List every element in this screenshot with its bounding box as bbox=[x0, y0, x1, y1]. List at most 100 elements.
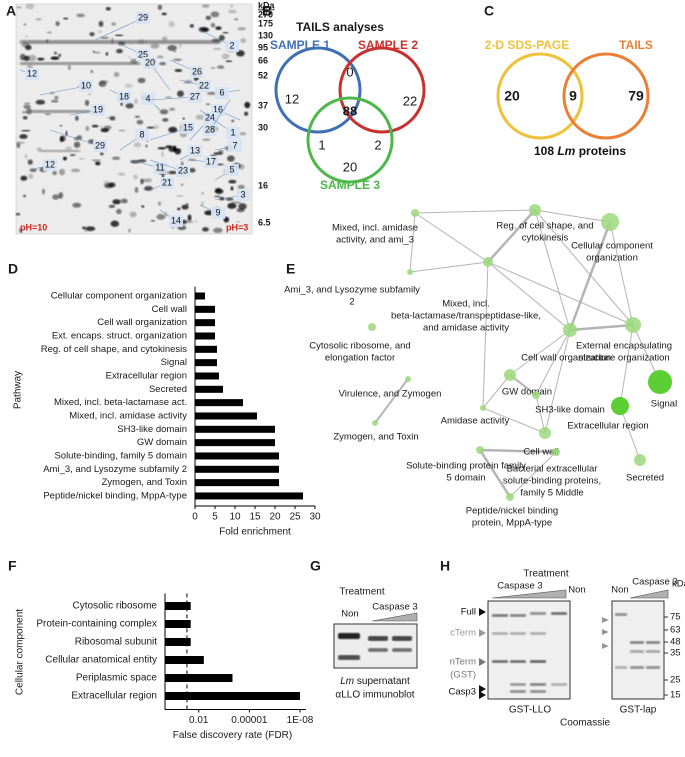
spot-number: 23 bbox=[178, 165, 188, 175]
lane-label: Non bbox=[611, 585, 628, 596]
gel-spot bbox=[189, 167, 196, 173]
gel-streak bbox=[40, 150, 80, 152]
venn-count: 79 bbox=[628, 88, 644, 104]
treatment-label: Treatment bbox=[523, 569, 568, 580]
spot-leader bbox=[49, 129, 101, 147]
gel-spot bbox=[53, 51, 57, 55]
kda-marker: 35 bbox=[670, 648, 681, 659]
gel-spot bbox=[23, 55, 30, 61]
lane-label: Caspase 3 bbox=[632, 577, 677, 588]
spot-number: 27 bbox=[190, 91, 200, 101]
bar bbox=[195, 372, 219, 380]
blot bbox=[333, 623, 418, 669]
gel-spot bbox=[110, 220, 120, 227]
spot-number: 18 bbox=[119, 91, 129, 101]
gel-spot bbox=[134, 115, 140, 119]
gel-spot bbox=[146, 126, 155, 129]
gel-spot bbox=[237, 184, 245, 190]
dose-wedge bbox=[629, 589, 669, 599]
gel-spot bbox=[168, 21, 175, 28]
spot-number: 15 bbox=[183, 122, 193, 132]
network-edge bbox=[534, 209, 611, 223]
venn-total-part: Lm bbox=[557, 144, 575, 158]
spot-number: 1 bbox=[230, 127, 235, 137]
spot-number: 25 bbox=[138, 49, 148, 59]
gel-spot bbox=[23, 23, 27, 26]
y-tick-label: Reg. of cell shape, and cytokinesis bbox=[41, 344, 188, 355]
gel-spot bbox=[236, 208, 245, 213]
network-node bbox=[483, 257, 493, 267]
venn-count: 12 bbox=[285, 91, 299, 106]
treatment-label: Treatment bbox=[339, 587, 384, 598]
gel-spot bbox=[52, 194, 60, 200]
band-arrow bbox=[479, 658, 486, 666]
blot-caption: αLLO immunoblot bbox=[335, 690, 414, 701]
gel-spot bbox=[25, 3, 35, 10]
spot-tag bbox=[188, 145, 202, 157]
gel-spot bbox=[60, 135, 66, 142]
bar bbox=[195, 479, 279, 487]
gel-spot bbox=[156, 55, 164, 59]
venn-count: 9 bbox=[569, 88, 577, 104]
y-tick-label: Ext. encaps. struct. organization bbox=[52, 331, 187, 342]
gel-band bbox=[492, 632, 508, 635]
gel-spot bbox=[75, 115, 79, 121]
node-label: Cytosolic ribosome, and bbox=[309, 341, 410, 352]
band-arrow bbox=[602, 617, 609, 623]
node-label: 5 domain bbox=[446, 473, 485, 484]
gel-band bbox=[615, 613, 627, 616]
bar bbox=[165, 674, 233, 682]
gel-spot bbox=[52, 170, 57, 176]
gel-band bbox=[551, 683, 567, 686]
y-tick-label: Ami_3, and Lysozyme subfamily 2 bbox=[43, 464, 187, 475]
gel-spot bbox=[95, 161, 101, 166]
node-label: activity, and ami_3 bbox=[336, 235, 414, 246]
node-label: protein, MppA-type bbox=[472, 518, 552, 529]
gel-spot bbox=[140, 178, 144, 185]
y-tick-label: Mixed, incl. beta-lactamase act. bbox=[54, 397, 187, 408]
blot-caption-part: Lm bbox=[340, 676, 354, 687]
gel-spot bbox=[161, 150, 164, 158]
gel-spot bbox=[35, 99, 46, 105]
gel-spot bbox=[18, 228, 23, 233]
gel-spot bbox=[223, 168, 226, 174]
bar bbox=[195, 492, 303, 500]
spot-tag bbox=[190, 66, 204, 78]
gel-spot bbox=[25, 44, 32, 51]
dose-wedge bbox=[491, 589, 567, 599]
node-label: Cell wall organization bbox=[521, 353, 611, 364]
node-label: and amidase activity bbox=[423, 323, 509, 334]
node-label: External encapsulating bbox=[576, 341, 672, 352]
spot-number: 9 bbox=[215, 207, 220, 217]
x-tick-label: 10 bbox=[229, 512, 241, 523]
venn-count: 22 bbox=[403, 93, 417, 108]
band-label: (GST) bbox=[450, 670, 476, 681]
gel-spot bbox=[172, 58, 183, 62]
kda-marker: 25 bbox=[670, 675, 681, 686]
venn-count: 88 bbox=[343, 103, 357, 118]
gel-spot bbox=[173, 145, 177, 152]
gel-spot bbox=[118, 129, 126, 132]
network-node bbox=[407, 269, 413, 275]
gel-spot bbox=[72, 202, 82, 208]
gel-spot bbox=[28, 173, 34, 179]
gel-spot bbox=[158, 201, 162, 206]
node-label: Solute-binding protein family bbox=[406, 461, 526, 472]
gel-spot bbox=[145, 144, 148, 148]
venn-count: 2 bbox=[374, 137, 381, 152]
gel-band bbox=[510, 690, 526, 693]
gel-band bbox=[510, 660, 526, 663]
bar bbox=[165, 638, 191, 646]
blot-caption: Lm supernatant bbox=[340, 676, 410, 687]
network-edge bbox=[482, 407, 546, 434]
gel-spot bbox=[176, 195, 184, 197]
gel-spot bbox=[78, 157, 85, 160]
gel-spot bbox=[98, 81, 102, 87]
venn-total-part: proteins bbox=[579, 144, 627, 158]
y-tick-label: Extracellular region bbox=[71, 691, 157, 702]
node-label: 2 bbox=[349, 297, 354, 308]
gel-spot bbox=[230, 186, 234, 191]
gel-spot bbox=[240, 38, 247, 44]
